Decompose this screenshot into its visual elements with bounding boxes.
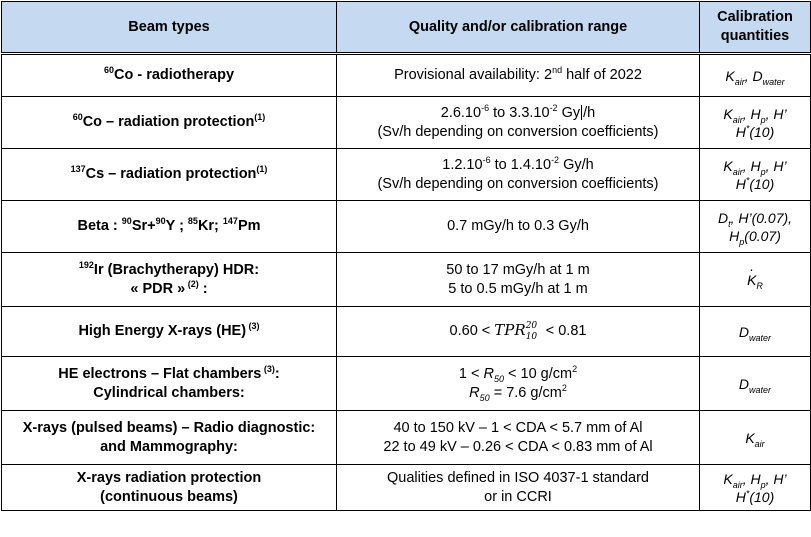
header-calibration-quantities: Calibration quantities (699, 1, 811, 55)
quality-range-cell: 2.6.10-6 to 3.3.10-2 Gy/h (Sv/h depending… (336, 96, 700, 149)
header-beam-types: Beam types (1, 1, 337, 55)
calibration-quantities-cell: Kair, Hp, H’ H*(10) (699, 96, 811, 149)
calibration-quantities-cell: Dwater (699, 306, 811, 357)
beam-type-cell: Beta : 90Sr+90Y ; 85Kr; 147Pm (1, 200, 337, 253)
quality-range-cell: Provisional availability: 2nd half of 20… (336, 53, 700, 97)
quality-range-cell: 0.7 mGy/h to 0.3 Gy/h (336, 200, 700, 253)
table-row: X-rays radiation protection (continuous b… (1, 464, 811, 511)
beam-type-cell: HE electrons – Flat chambers (3): Cylindr… (1, 356, 337, 411)
beam-type-cell: 137Cs – radiation protection(1) (1, 148, 337, 201)
quality-range-cell: 1.2.10-6 to 1.4.10-2 Gy/h (Sv/h depending… (336, 148, 700, 201)
header-row: Beam types Quality and/or calibration ra… (1, 1, 811, 55)
calibration-quantities-cell: Kair (699, 410, 811, 465)
beam-type-cell: High Energy X-rays (HE) (3) (1, 306, 337, 357)
calibration-quantities-cell: Kair, Hp, H’ H*(10) (699, 464, 811, 511)
beam-type-cell: 192Ir (Brachytherapy) HDR: « PDR » (2) : (1, 252, 337, 307)
quality-range-cell: 40 to 150 kV – 1 < CDA < 5.7 mm of Al 22 … (336, 410, 700, 465)
table-row: 60Co - radiotherapy Provisional availabi… (1, 53, 811, 97)
header-quality-range: Quality and/or calibration range (336, 1, 700, 55)
calibration-table: Beam types Quality and/or calibration ra… (1, 1, 811, 511)
beam-type-cell: X-rays radiation protection (continuous b… (1, 464, 337, 511)
table-row: Beta : 90Sr+90Y ; 85Kr; 147Pm 0.7 mGy/h … (1, 200, 811, 253)
calibration-quantities-cell: Kair, Dwater (699, 53, 811, 97)
table-row: X-rays (pulsed beams) – Radio diagnostic… (1, 410, 811, 465)
beam-type-cell: 60Co – radiation protection(1) (1, 96, 337, 149)
text-cursor (581, 105, 583, 121)
quality-range-cell: 1 < R50 < 10 g/cm2 R50 = 7.6 g/cm2 (336, 356, 700, 411)
table-row: High Energy X-rays (HE) (3) 0.60 < TPR 20… (1, 306, 811, 357)
table-row: 60Co – radiation protection(1) 2.6.10-6 … (1, 96, 811, 149)
calibration-quantities-cell: Kair, Hp, H’ H*(10) (699, 148, 811, 201)
quality-range-cell: Qualities defined in ISO 4037-1 standard… (336, 464, 700, 511)
table-row: HE electrons – Flat chambers (3): Cylindr… (1, 356, 811, 411)
beam-type-cell: 60Co - radiotherapy (1, 53, 337, 97)
tpr-indices: 20 10 (525, 320, 538, 342)
beam-type-cell: X-rays (pulsed beams) – Radio diagnostic… (1, 410, 337, 465)
calibration-quantities-cell: Dt, H’(0.07), Hp(0.07) (699, 200, 811, 253)
calibration-quantities-cell: Dwater (699, 356, 811, 411)
table-row: 192Ir (Brachytherapy) HDR: « PDR » (2) : … (1, 252, 811, 307)
table-row: 137Cs – radiation protection(1) 1.2.10-6… (1, 148, 811, 201)
quality-range-cell: 0.60 < TPR 20 10 < 0.81 (336, 306, 700, 357)
calibration-quantities-cell: KR (699, 252, 811, 307)
